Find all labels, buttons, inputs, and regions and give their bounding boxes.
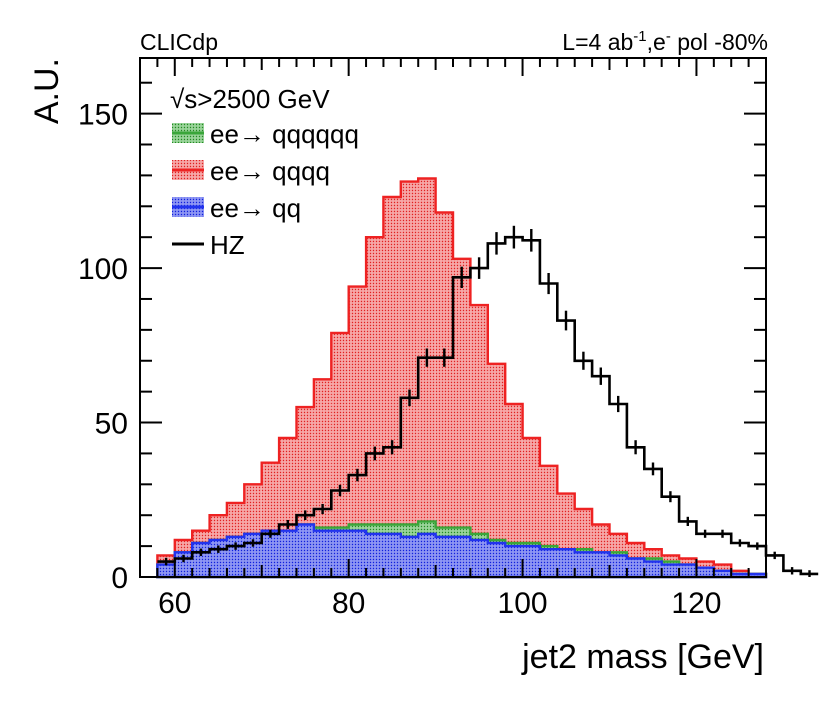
qq-bin (609, 555, 627, 577)
qq-bin (731, 573, 749, 577)
qq-bin (661, 564, 680, 577)
qq-bin (313, 530, 332, 577)
axis-ticks (139, 58, 767, 578)
qq-bin (453, 536, 471, 577)
series-ee-qq (156, 523, 768, 579)
qqqq-bin (470, 305, 488, 577)
qq-bin (539, 549, 558, 577)
qq-bin (331, 530, 349, 577)
qq-bin (592, 552, 610, 577)
qq-bin (366, 533, 384, 578)
qqqq-bin (348, 286, 367, 577)
legend-header: √s>2500 GeV (170, 84, 330, 114)
x-axis-label: jet2 mass [GeV] (521, 638, 764, 676)
qqqq-bin (418, 178, 436, 577)
x-tick-labels: 60 80 100 120 (158, 587, 721, 620)
legend-label-qq: ee→ qq (210, 193, 301, 223)
qq-bin (470, 539, 488, 577)
qq-bin (748, 573, 766, 577)
qq-bin (626, 558, 645, 577)
series-ee-qqqq (156, 177, 768, 579)
legend-label-qqqq: ee→ qqqq (210, 156, 330, 186)
y-tick-label: 50 (95, 408, 128, 441)
qq-bin (192, 543, 210, 577)
qq-bin (487, 543, 506, 577)
qq-bin (296, 524, 314, 577)
qq-bin (713, 570, 732, 577)
x-tick-label: 80 (332, 587, 365, 620)
y-axis-label: A.U. (28, 58, 66, 124)
qq-bin (348, 530, 367, 577)
y-tick-label: 150 (78, 99, 128, 132)
y-tick-label: 100 (78, 253, 128, 286)
qqqq-bin (435, 212, 453, 577)
hz-step-line (157, 235, 819, 576)
qq-bin (644, 561, 662, 577)
qq-bin (679, 564, 697, 577)
qq-bin (157, 564, 175, 577)
qq-outline (156, 523, 768, 579)
qq-bin (244, 533, 262, 578)
qq-bin (574, 552, 593, 577)
qqqq-bin (505, 404, 523, 577)
x-tick-label: 60 (158, 587, 191, 620)
qqqq-bin (453, 258, 471, 577)
qqqq-bin (366, 237, 384, 577)
qq-bin (435, 536, 453, 577)
qq-bin (505, 546, 523, 577)
y-tick-label: 0 (111, 562, 128, 595)
legend: √s>2500 GeV ee→ qqqqqq ee→ qqqq ee→ qq H… (170, 84, 359, 260)
x-tick-label: 100 (498, 587, 548, 620)
qq-bin (418, 533, 436, 578)
qq-bin (522, 546, 540, 577)
qqqq-bin (331, 332, 349, 577)
header-left-label: CLICdp (140, 29, 218, 55)
series-hz (157, 225, 819, 577)
qq-bin (279, 530, 297, 577)
legend-label-hz: HZ (210, 230, 245, 260)
qqqq-bin (383, 197, 401, 577)
header-right-label: L=4 ab-1,e- pol -80% (562, 28, 768, 55)
qqqq-bin (487, 363, 506, 577)
qqqq-outline (156, 177, 768, 579)
legend-label-qqqqqq: ee→ qqqqqq (210, 119, 359, 149)
qq-bin (696, 567, 714, 577)
qqqq-bin (400, 181, 419, 577)
qq-bin (557, 549, 575, 577)
x-tick-label: 120 (671, 587, 721, 620)
qq-bin (400, 536, 419, 577)
qq-bin (209, 539, 227, 577)
qq-bin (261, 530, 280, 577)
y-tick-labels: 0 50 100 150 (78, 99, 128, 595)
qq-bin (383, 533, 401, 578)
